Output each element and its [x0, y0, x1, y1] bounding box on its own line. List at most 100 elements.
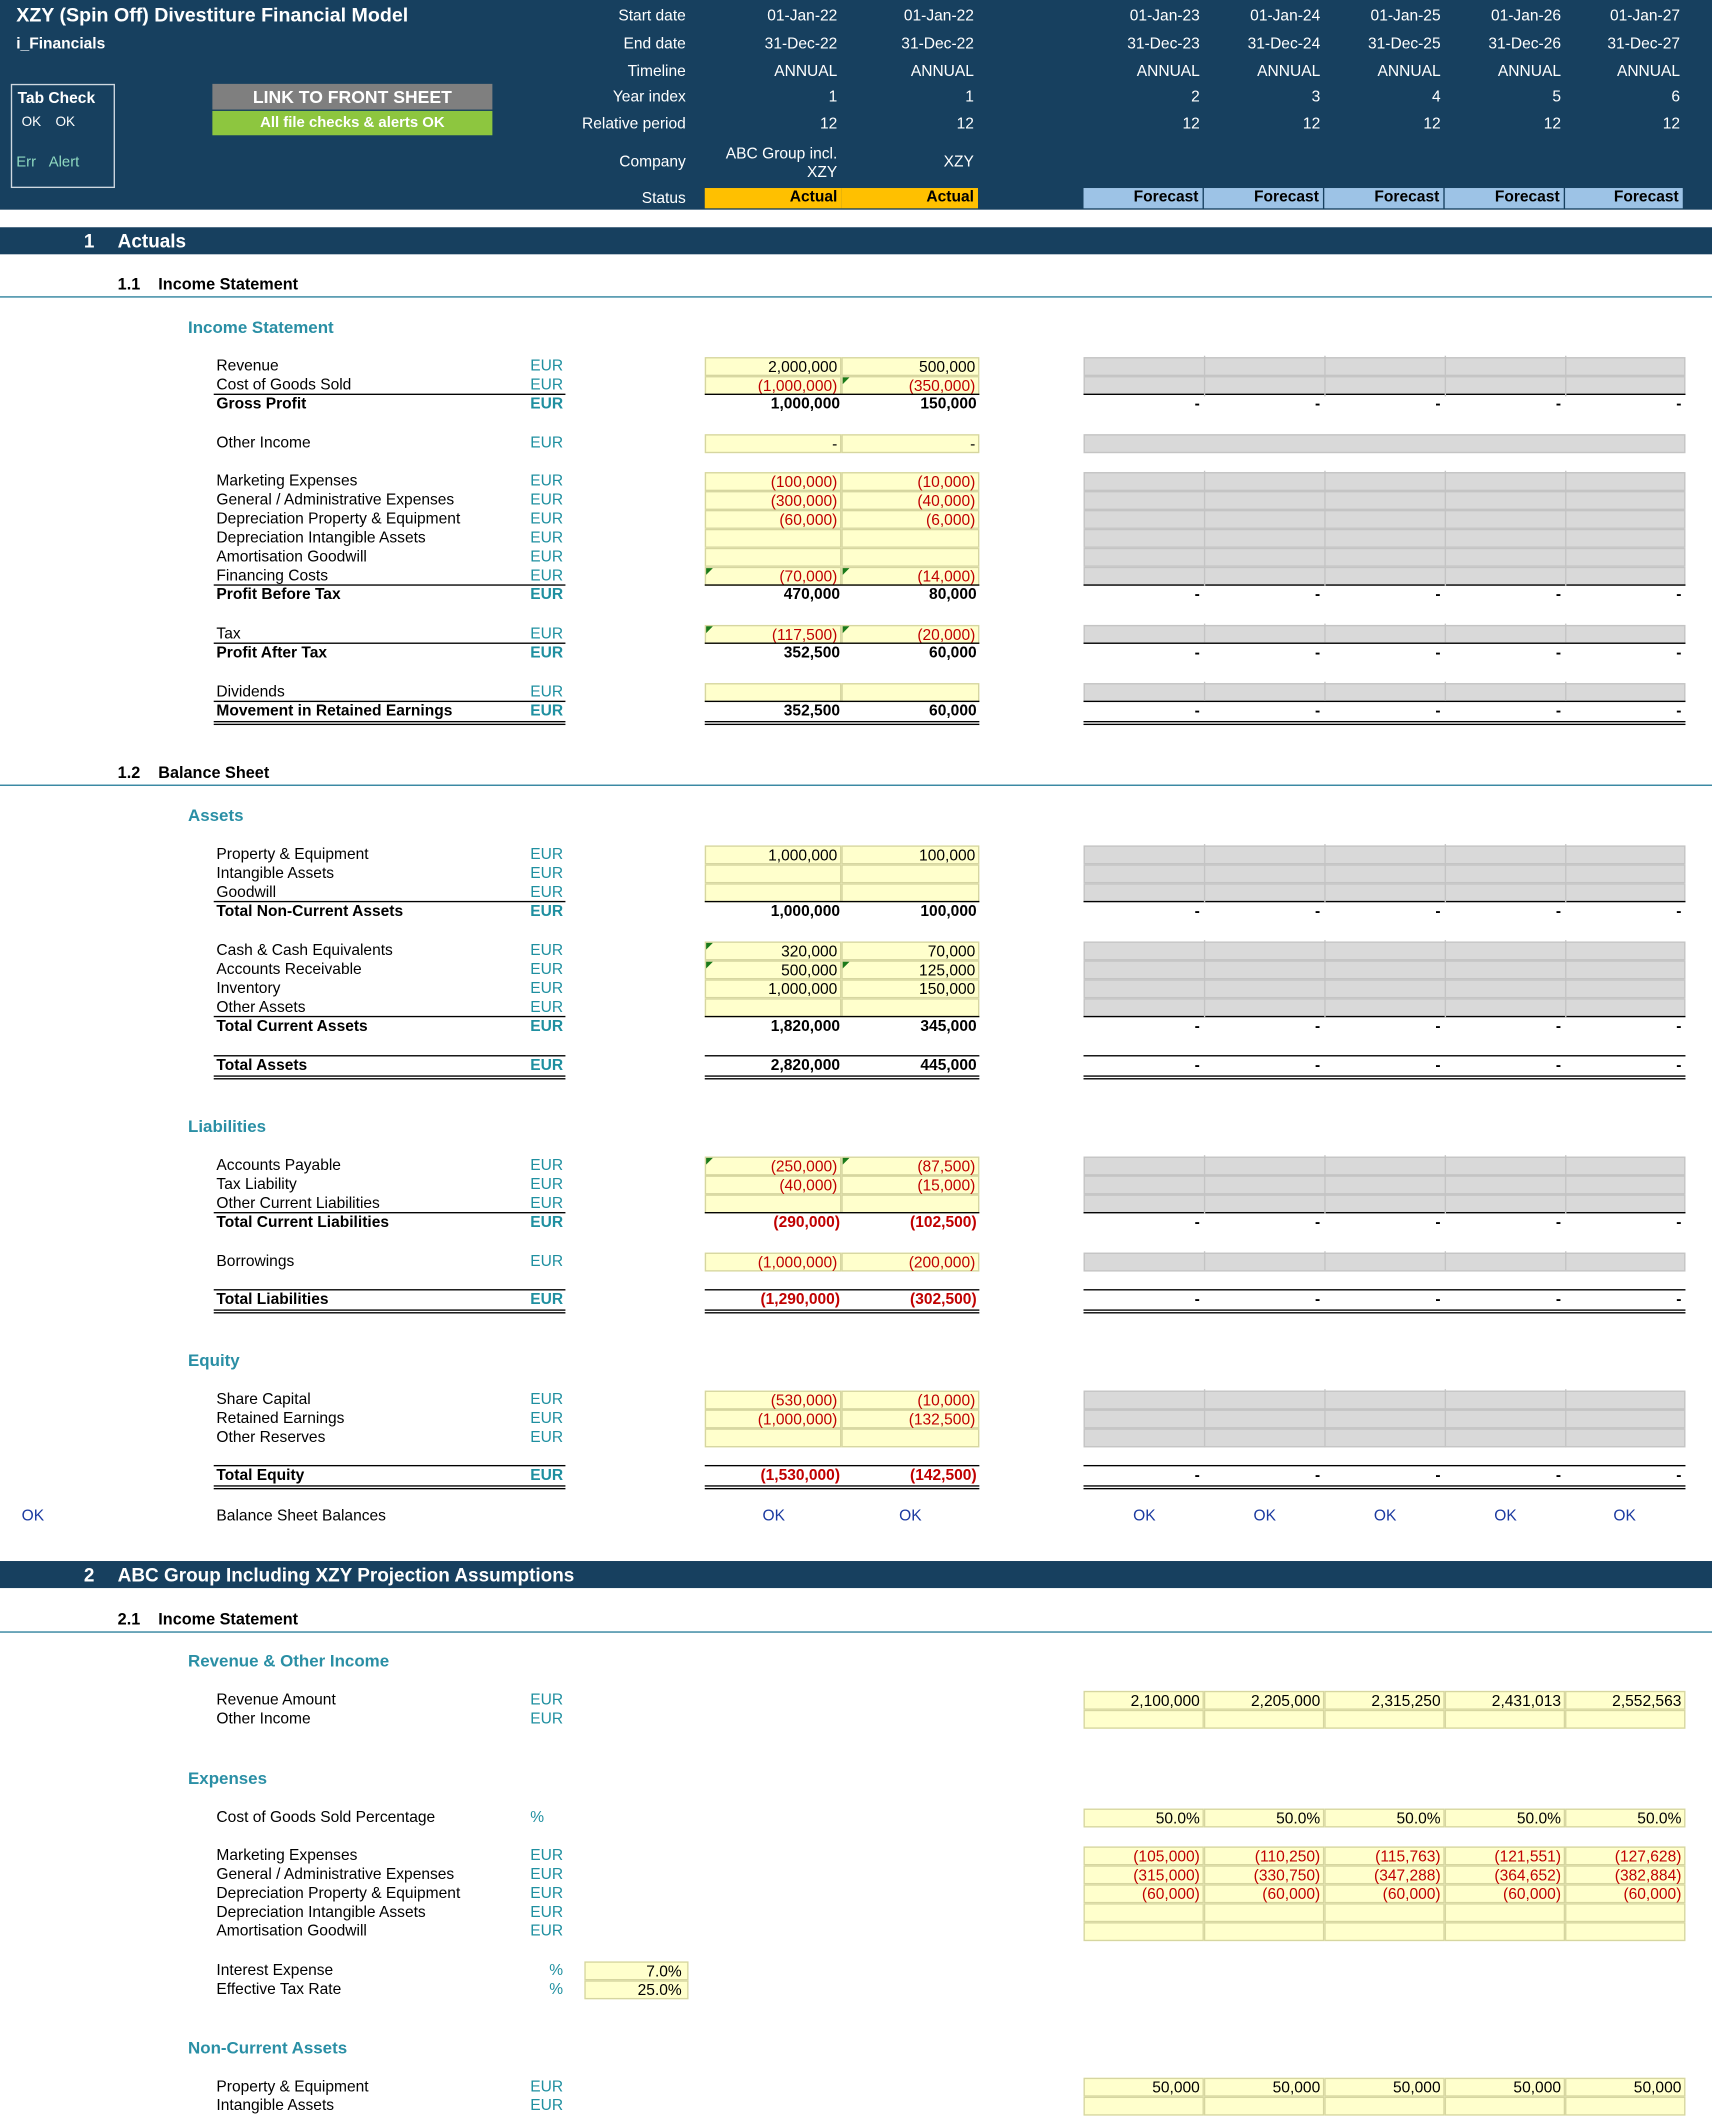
input-cell-xzy[interactable]: 100,000 — [841, 845, 980, 865]
projection-input-cell[interactable] — [1083, 2096, 1204, 2116]
forecast-grey-cell[interactable] — [1083, 941, 1686, 961]
input-cell-xzy[interactable]: 125,000 — [841, 960, 980, 980]
projection-input-cell[interactable] — [1083, 1903, 1204, 1923]
forecast-grey-cell[interactable] — [1083, 509, 1686, 529]
input-cell-abc[interactable]: 320,000 — [704, 941, 842, 961]
input-cell-xzy[interactable] — [841, 528, 980, 548]
forecast-grey-cell[interactable] — [1083, 472, 1686, 492]
input-cell-abc[interactable]: (300,000) — [704, 491, 842, 510]
input-cell-abc[interactable]: (40,000) — [704, 1175, 842, 1195]
input-cell-xzy[interactable] — [841, 683, 980, 703]
projection-input-cell[interactable]: (60,000) — [1203, 1884, 1325, 1904]
forecast-grey-cell[interactable] — [1083, 434, 1686, 454]
projection-input-cell[interactable] — [1203, 2096, 1325, 2116]
input-cell-xzy[interactable] — [841, 883, 980, 903]
input-cell-abc[interactable]: 500,000 — [704, 960, 842, 980]
projection-input-cell[interactable]: (121,551) — [1444, 1846, 1566, 1866]
projection-input-cell[interactable]: 50,000 — [1324, 2077, 1445, 2097]
projection-input-cell[interactable]: 50.0% — [1203, 1808, 1325, 1828]
input-cell-xzy[interactable] — [841, 547, 980, 567]
input-cell-abc[interactable]: (100,000) — [704, 472, 842, 492]
projection-input-cell[interactable]: 50,000 — [1565, 2077, 1686, 2097]
input-cell-xzy[interactable]: (15,000) — [841, 1175, 980, 1195]
input-cell-xzy[interactable]: 500,000 — [841, 357, 980, 377]
input-cell-abc[interactable] — [704, 998, 842, 1018]
input-cell-xzy[interactable]: 70,000 — [841, 941, 980, 961]
projection-input-cell[interactable] — [1083, 1922, 1204, 1942]
forecast-grey-cell[interactable] — [1083, 683, 1686, 703]
projection-input-cell[interactable]: 2,431,013 — [1444, 1690, 1566, 1710]
forecast-grey-cell[interactable] — [1083, 528, 1686, 548]
input-cell-xzy[interactable]: (200,000) — [841, 1252, 980, 1272]
projection-input-cell[interactable] — [1444, 1709, 1566, 1729]
forecast-grey-cell[interactable] — [1083, 960, 1686, 980]
input-cell-abc[interactable]: (60,000) — [704, 509, 842, 529]
forecast-grey-cell[interactable] — [1083, 864, 1686, 884]
input-cell-xzy[interactable]: (10,000) — [841, 1390, 980, 1410]
projection-input-cell[interactable]: 50.0% — [1324, 1808, 1445, 1828]
projection-input-cell[interactable] — [1565, 1903, 1686, 1923]
forecast-grey-cell[interactable] — [1083, 624, 1686, 644]
projection-input-cell[interactable] — [1324, 1903, 1445, 1923]
projection-input-cell[interactable]: (330,750) — [1203, 1865, 1325, 1885]
input-cell-xzy[interactable] — [841, 864, 980, 884]
projection-input-cell[interactable] — [1083, 1709, 1204, 1729]
projection-input-cell[interactable] — [1444, 2096, 1566, 2116]
projection-input-cell[interactable]: 50.0% — [1083, 1808, 1204, 1828]
projection-input-cell[interactable] — [1203, 1922, 1325, 1942]
input-cell-abc[interactable]: (1,000,000) — [704, 1409, 842, 1429]
input-cell-abc[interactable] — [704, 1428, 842, 1448]
rate-input-cell[interactable]: 7.0% — [584, 1961, 689, 1981]
projection-input-cell[interactable] — [1324, 1709, 1445, 1729]
forecast-grey-cell[interactable] — [1083, 845, 1686, 865]
projection-input-cell[interactable]: (105,000) — [1083, 1846, 1204, 1866]
projection-input-cell[interactable]: (382,884) — [1565, 1865, 1686, 1885]
projection-input-cell[interactable]: 2,552,563 — [1565, 1690, 1686, 1710]
projection-input-cell[interactable]: 2,100,000 — [1083, 1690, 1204, 1710]
input-cell-abc[interactable]: - — [704, 434, 842, 454]
input-cell-abc[interactable] — [704, 547, 842, 567]
projection-input-cell[interactable]: 2,315,250 — [1324, 1690, 1445, 1710]
input-cell-abc[interactable]: 2,000,000 — [704, 357, 842, 377]
forecast-grey-cell[interactable] — [1083, 1156, 1686, 1176]
projection-input-cell[interactable] — [1565, 2096, 1686, 2116]
forecast-grey-cell[interactable] — [1083, 883, 1686, 903]
input-cell-abc[interactable]: (70,000) — [704, 566, 842, 586]
input-cell-abc[interactable]: (1,000,000) — [704, 1252, 842, 1272]
forecast-grey-cell[interactable] — [1083, 1252, 1686, 1272]
input-cell-abc[interactable]: 1,000,000 — [704, 845, 842, 865]
projection-input-cell[interactable]: (60,000) — [1083, 1884, 1204, 1904]
input-cell-xzy[interactable]: (132,500) — [841, 1409, 980, 1429]
input-cell-abc[interactable]: (117,500) — [704, 624, 842, 644]
input-cell-abc[interactable] — [704, 883, 842, 903]
forecast-grey-cell[interactable] — [1083, 1428, 1686, 1448]
projection-input-cell[interactable]: (60,000) — [1324, 1884, 1445, 1904]
forecast-grey-cell[interactable] — [1083, 979, 1686, 999]
input-cell-abc[interactable] — [704, 1194, 842, 1214]
projection-input-cell[interactable] — [1203, 1709, 1325, 1729]
input-cell-xzy[interactable]: (14,000) — [841, 566, 980, 586]
forecast-grey-cell[interactable] — [1083, 566, 1686, 586]
forecast-grey-cell[interactable] — [1083, 357, 1686, 377]
input-cell-xzy[interactable]: (40,000) — [841, 491, 980, 510]
projection-input-cell[interactable] — [1324, 2096, 1445, 2116]
input-cell-xzy[interactable]: (10,000) — [841, 472, 980, 492]
projection-input-cell[interactable]: (127,628) — [1565, 1846, 1686, 1866]
projection-input-cell[interactable]: (60,000) — [1565, 1884, 1686, 1904]
input-cell-xzy[interactable]: (20,000) — [841, 624, 980, 644]
projection-input-cell[interactable]: (364,652) — [1444, 1865, 1566, 1885]
projection-input-cell[interactable]: (347,288) — [1324, 1865, 1445, 1885]
input-cell-abc[interactable]: 1,000,000 — [704, 979, 842, 999]
input-cell-abc[interactable]: (530,000) — [704, 1390, 842, 1410]
projection-input-cell[interactable] — [1203, 1903, 1325, 1923]
input-cell-abc[interactable] — [704, 683, 842, 703]
input-cell-xzy[interactable] — [841, 1194, 980, 1214]
projection-input-cell[interactable]: (315,000) — [1083, 1865, 1204, 1885]
projection-input-cell[interactable] — [1444, 1922, 1566, 1942]
projection-input-cell[interactable] — [1444, 1903, 1566, 1923]
forecast-grey-cell[interactable] — [1083, 376, 1686, 395]
input-cell-xzy[interactable]: - — [841, 434, 980, 454]
forecast-grey-cell[interactable] — [1083, 491, 1686, 510]
forecast-grey-cell[interactable] — [1083, 547, 1686, 567]
input-cell-abc[interactable] — [704, 528, 842, 548]
